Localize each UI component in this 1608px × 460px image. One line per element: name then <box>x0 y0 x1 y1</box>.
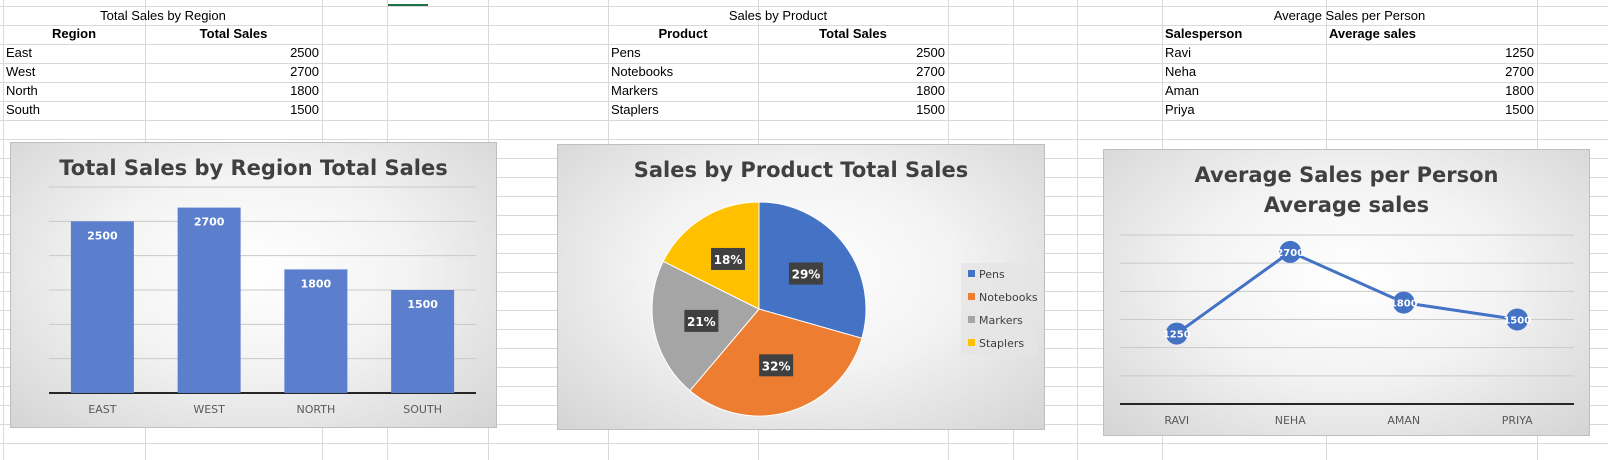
x-tick-label: NEHA <box>1275 414 1306 427</box>
x-tick-label: EAST <box>88 403 116 416</box>
bar <box>177 207 241 393</box>
table-cell[interactable]: West <box>6 64 36 79</box>
data-point <box>1392 291 1415 314</box>
x-tick-label: NORTH <box>297 403 336 416</box>
data-label-box <box>684 309 719 332</box>
legend-item: Staplers <box>979 337 1024 350</box>
legend-item: Pens <box>979 268 1005 281</box>
table-cell[interactable]: Pens <box>611 45 641 60</box>
series-line <box>1175 250 1518 335</box>
bar-chart-region[interactable]: Total Sales by Region Total Sales 2500 EA… <box>10 142 497 428</box>
legend-swatch <box>968 339 975 346</box>
data-point <box>1165 322 1188 345</box>
table-cell[interactable]: 2700 <box>290 64 319 79</box>
chart-title: Sales by Product Total Sales <box>633 158 969 182</box>
table-header-region[interactable]: Region <box>51 26 97 41</box>
data-label: 2500 <box>87 229 118 242</box>
line-chart-person[interactable]: Average Sales per Person Average sales 1… <box>1103 149 1590 436</box>
table-cell[interactable]: Staplers <box>611 102 659 117</box>
data-label-box <box>711 247 746 270</box>
table-cell[interactable]: 2500 <box>290 45 319 60</box>
x-tick-label: RAVI <box>1164 414 1189 427</box>
x-tick-label: WEST <box>193 403 225 416</box>
data-label: 1800 <box>301 277 332 290</box>
data-label: 32% <box>762 359 791 373</box>
table-cell[interactable]: East <box>6 45 33 60</box>
legend-item: Notebooks <box>979 291 1038 304</box>
legend: Pens Notebooks Markers Staplers <box>961 263 1038 355</box>
legend-item: Markers <box>979 314 1023 327</box>
table-cell[interactable]: 1250 <box>1505 45 1534 60</box>
data-label: 21% <box>687 315 716 329</box>
x-tick-label: AMAN <box>1387 414 1420 427</box>
table-cell[interactable]: 1500 <box>916 102 945 117</box>
bar <box>391 290 455 393</box>
table-cell[interactable]: 1500 <box>290 102 319 117</box>
table-caption-product[interactable]: Sales by Product <box>728 8 828 23</box>
bar <box>284 269 348 393</box>
table-header-total-sales[interactable]: Total Sales <box>199 26 268 41</box>
data-label: 1250 <box>1163 330 1191 341</box>
table-cell[interactable]: Priya <box>1165 102 1195 117</box>
data-label: 1500 <box>1503 316 1531 327</box>
table-cell[interactable]: Notebooks <box>611 64 674 79</box>
table-cell[interactable]: 1800 <box>916 83 945 98</box>
table-header-salesperson[interactable]: Salesperson <box>1165 26 1243 41</box>
legend-swatch <box>968 316 975 323</box>
table-header-product[interactable]: Product <box>658 26 708 41</box>
table-caption-person[interactable]: Average Sales per Person <box>1273 8 1426 23</box>
data-point <box>1506 308 1529 331</box>
x-tick-label: PRIYA <box>1502 414 1533 427</box>
pie-chart-product[interactable]: Sales by Product Total Sales 29% 32% 21% 18… <box>557 144 1045 430</box>
table-cell[interactable]: 2700 <box>1505 64 1534 79</box>
data-point <box>1279 240 1302 263</box>
bar <box>70 221 134 393</box>
table-cell[interactable]: 2700 <box>916 64 945 79</box>
legend-swatch <box>968 270 975 277</box>
table-cell[interactable]: Neha <box>1165 64 1197 79</box>
table-cell[interactable]: Aman <box>1165 83 1199 98</box>
table-cell[interactable]: Markers <box>611 83 658 98</box>
data-label: 29% <box>792 268 821 282</box>
table-header-total-sales[interactable]: Total Sales <box>819 26 887 41</box>
line-chart-plot: 1250 RAVI 2700 NEHA 1800 AMAN 1500 PRIYA <box>1120 234 1574 427</box>
table-caption-region[interactable]: Total Sales by Region <box>100 8 226 23</box>
table-cell[interactable]: 2500 <box>916 45 945 60</box>
table-cell[interactable]: 1800 <box>290 83 319 98</box>
data-label-box <box>759 354 794 377</box>
data-label: 1500 <box>407 298 438 311</box>
x-tick-label: SOUTH <box>403 403 442 416</box>
data-label: 2700 <box>1276 248 1304 259</box>
table-cell[interactable]: North <box>6 83 38 98</box>
table-cell[interactable]: 1500 <box>1505 102 1534 117</box>
table-cell[interactable]: South <box>6 102 40 117</box>
table-cell[interactable]: Ravi <box>1165 45 1192 60</box>
chart-title: Average Sales per Person Average sales <box>1194 163 1499 217</box>
table-cell[interactable]: 1800 <box>1505 83 1534 98</box>
data-label: 1800 <box>1390 299 1418 310</box>
table-header-average-sales[interactable]: Average sales <box>1329 26 1416 41</box>
bar-chart-plot: 2500 EAST 2700 WEST 1800 NORTH 1500 SOUTH <box>49 186 476 416</box>
data-label-box <box>788 262 823 285</box>
data-label: 2700 <box>194 216 225 229</box>
pie-chart-plot: 29% 32% 21% 18% Pens Notebooks Markers Staplers <box>651 201 1038 417</box>
data-label: 18% <box>714 253 743 267</box>
chart-title: Total Sales by Region Total Sales <box>59 156 448 180</box>
legend-swatch <box>968 293 975 300</box>
